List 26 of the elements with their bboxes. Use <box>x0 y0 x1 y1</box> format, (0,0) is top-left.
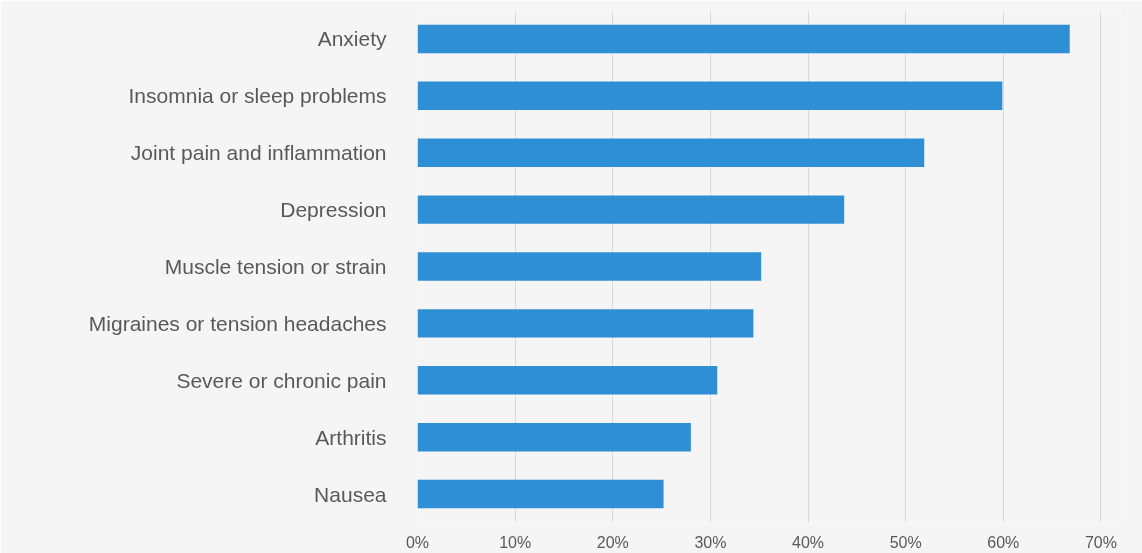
y-tick-label: Depression <box>280 198 387 222</box>
bar <box>417 252 762 281</box>
y-tick-label: Nausea <box>314 482 387 506</box>
bar <box>417 479 664 509</box>
x-tick-label: 50% <box>889 533 922 551</box>
y-tick-label: Anxiety <box>317 27 387 51</box>
y-tick-label: Muscle tension or strain <box>164 255 387 278</box>
y-tick-label: Severe or chronic pain <box>176 368 387 392</box>
bar <box>417 81 1003 111</box>
bar <box>417 309 754 338</box>
y-tick-label: Migraines or tension headaches <box>88 311 387 335</box>
x-tick-label: 30% <box>694 533 727 551</box>
x-tick-label: 60% <box>987 533 1020 551</box>
x-tick-label: 10% <box>499 533 532 551</box>
bar <box>417 138 925 167</box>
x-tick-label: 20% <box>596 533 629 551</box>
x-tick-label: 70% <box>1084 533 1117 551</box>
y-tick-label: Joint pain and inflammation <box>130 141 387 165</box>
y-tick-label: Arthritis <box>315 425 387 449</box>
x-tick-label: 0% <box>405 533 430 551</box>
x-tick-label: 40% <box>792 533 825 551</box>
y-tick-label: Insomnia or sleep problems <box>128 84 387 108</box>
bar <box>417 366 718 395</box>
bar <box>417 195 845 224</box>
bar <box>417 422 691 452</box>
bar <box>417 24 1070 54</box>
